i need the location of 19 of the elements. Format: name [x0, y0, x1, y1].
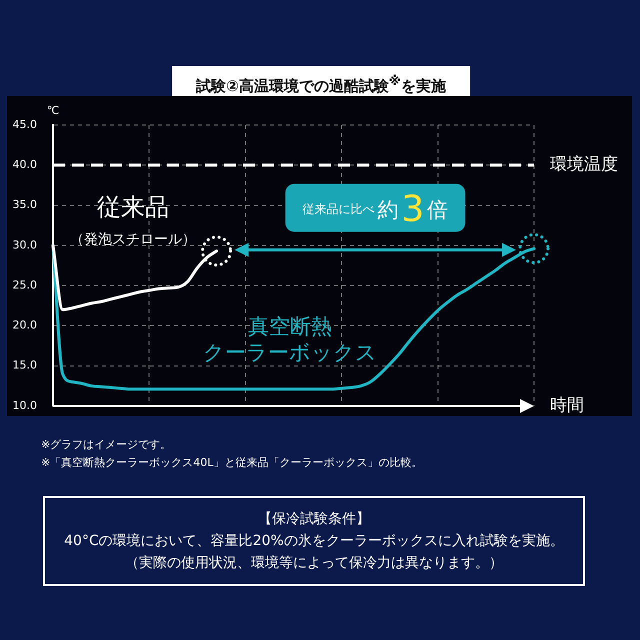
y-tick-label: 35.0	[12, 198, 37, 212]
text: 【保冷試験条件】	[258, 510, 370, 529]
text: （実際の使用状況、環境等によって保冷力は異なります。）	[125, 554, 503, 573]
y-tick-label: 30.0	[12, 238, 37, 252]
y-tick-label: 20.0	[12, 318, 37, 332]
y-axis-title: ℃	[46, 104, 60, 117]
y-tick-label: 10.0	[12, 398, 37, 412]
x-axis-title: 時間	[550, 395, 584, 416]
y-tick-label: 45.0	[12, 118, 37, 131]
text: ※グラフはイメージです。	[41, 437, 172, 453]
chart-title: 試験②高温環境での過酷試験$^{※}$を実施	[172, 66, 470, 96]
y-tick-label: 40.0	[12, 158, 37, 171]
y-tick-label: 25.0	[12, 278, 37, 292]
text: ※「真空断熱クーラーボックス40L」と従来品「クーラーボックス」の比較。	[41, 455, 422, 471]
series-label: 真空断熱クーラーボックス	[203, 314, 377, 364]
y-tick-label: 15.0	[12, 358, 37, 372]
text: 40°Cの環境において、容量比20%の氷をクーラーボックスに入れ試験を実施。	[64, 532, 564, 551]
ref-line-label: 環境温度	[550, 154, 618, 175]
series-label: 従来品（発泡スチロール）	[70, 193, 196, 248]
